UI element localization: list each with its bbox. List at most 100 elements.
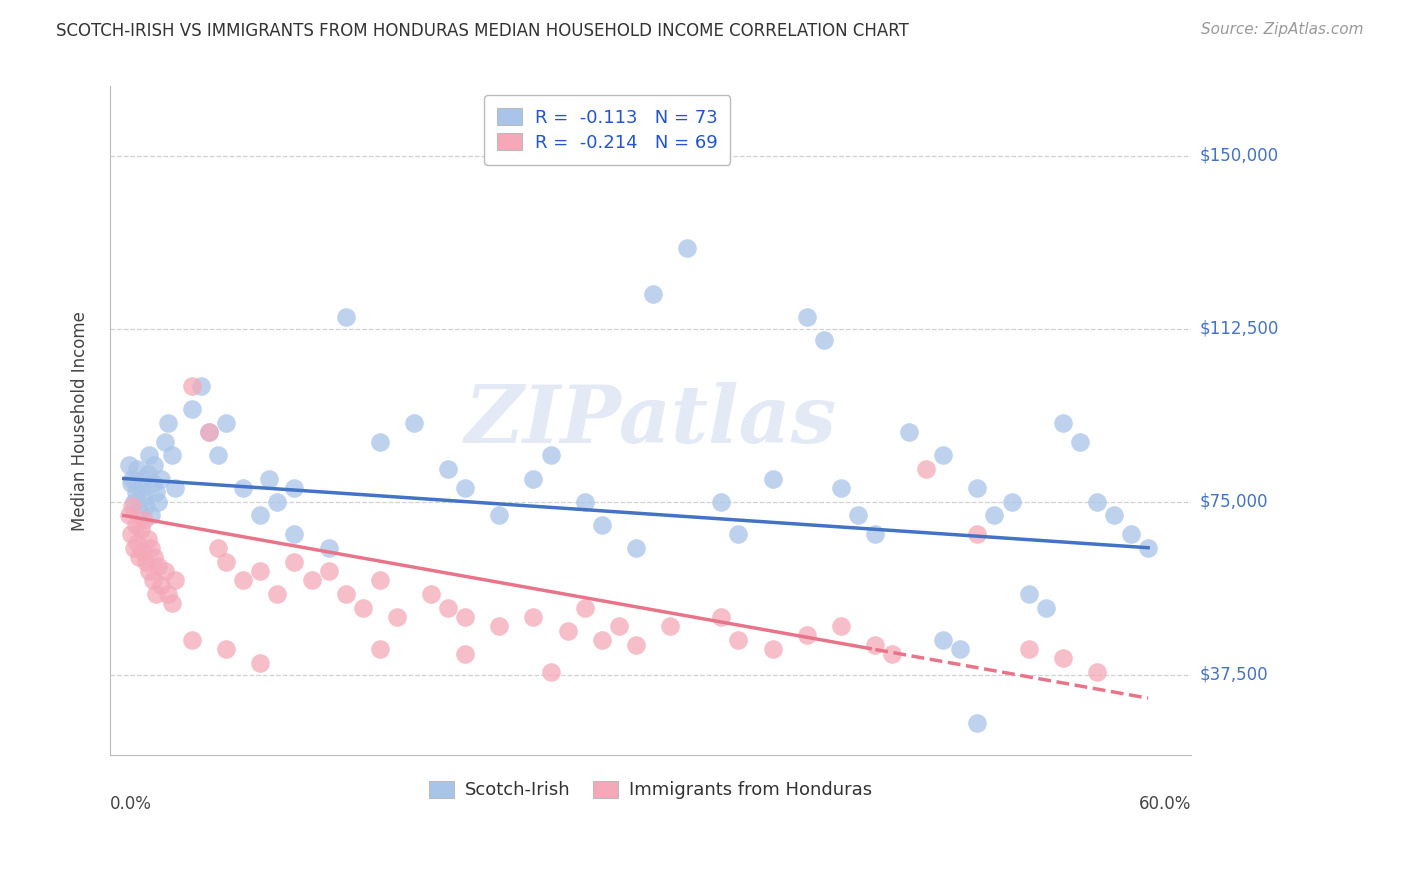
Text: $112,500: $112,500: [1199, 319, 1278, 337]
Point: [127, 462, 149, 476]
Point: [122, 494, 145, 508]
Point: [1102, 508, 1125, 523]
Point: [136, 467, 159, 481]
Point: [131, 471, 153, 485]
Point: [540, 449, 562, 463]
Point: [830, 481, 852, 495]
Point: [624, 638, 647, 652]
Point: [266, 587, 288, 601]
Point: [215, 555, 238, 569]
Point: [591, 632, 613, 647]
Point: [121, 499, 143, 513]
Point: [385, 610, 408, 624]
Point: [139, 541, 162, 555]
Point: [676, 241, 699, 255]
Point: [1069, 434, 1091, 449]
Point: [420, 587, 443, 601]
Point: [301, 573, 323, 587]
Point: [145, 587, 167, 601]
Point: [830, 619, 852, 633]
Point: [232, 481, 254, 495]
Point: [846, 508, 869, 523]
Point: [163, 481, 186, 495]
Point: [710, 610, 733, 624]
Point: [146, 559, 169, 574]
Point: [454, 647, 477, 661]
Point: [1052, 651, 1074, 665]
Legend: Scotch-Irish, Immigrants from Honduras: Scotch-Irish, Immigrants from Honduras: [422, 773, 879, 806]
Point: [121, 471, 143, 485]
Point: [949, 642, 972, 657]
Point: [129, 522, 152, 536]
Point: [157, 587, 180, 601]
Point: [1018, 587, 1040, 601]
Text: $150,000: $150,000: [1199, 146, 1278, 164]
Point: [181, 402, 204, 417]
Point: [352, 600, 374, 615]
Text: ZIPatlas: ZIPatlas: [464, 382, 837, 459]
Point: [318, 541, 340, 555]
Point: [122, 541, 145, 555]
Point: [1137, 541, 1160, 555]
Point: [135, 499, 157, 513]
Point: [1085, 665, 1108, 680]
Point: [283, 481, 305, 495]
Point: [120, 476, 142, 491]
Point: [368, 642, 391, 657]
Point: [190, 379, 212, 393]
Y-axis label: Median Household Income: Median Household Income: [72, 311, 89, 531]
Point: [522, 471, 544, 485]
Point: [335, 310, 357, 324]
Point: [1119, 527, 1142, 541]
Point: [813, 333, 835, 347]
Point: [118, 458, 141, 472]
Point: [142, 573, 165, 587]
Point: [125, 485, 148, 500]
Point: [1052, 416, 1074, 430]
Point: [966, 481, 988, 495]
Point: [761, 471, 783, 485]
Point: [880, 647, 903, 661]
Point: [160, 449, 183, 463]
Point: [120, 527, 142, 541]
Point: [966, 716, 988, 731]
Point: [983, 508, 1005, 523]
Point: [932, 449, 955, 463]
Text: $37,500: $37,500: [1199, 665, 1268, 683]
Point: [249, 564, 271, 578]
Point: [488, 619, 510, 633]
Point: [1085, 494, 1108, 508]
Text: $75,000: $75,000: [1199, 492, 1268, 510]
Point: [863, 527, 886, 541]
Point: [557, 624, 579, 638]
Point: [437, 462, 460, 476]
Point: [160, 596, 183, 610]
Point: [215, 642, 238, 657]
Text: 60.0%: 60.0%: [1139, 796, 1191, 814]
Point: [863, 638, 886, 652]
Point: [488, 508, 510, 523]
Point: [146, 494, 169, 508]
Point: [207, 449, 229, 463]
Point: [796, 310, 818, 324]
Point: [134, 490, 156, 504]
Point: [591, 517, 613, 532]
Point: [437, 600, 460, 615]
Point: [143, 549, 166, 564]
Point: [125, 517, 148, 532]
Point: [163, 573, 186, 587]
Point: [898, 425, 921, 440]
Point: [727, 527, 749, 541]
Point: [283, 555, 305, 569]
Text: Source: ZipAtlas.com: Source: ZipAtlas.com: [1201, 22, 1364, 37]
Point: [454, 481, 477, 495]
Point: [727, 632, 749, 647]
Point: [659, 619, 682, 633]
Point: [135, 555, 157, 569]
Point: [142, 476, 165, 491]
Point: [710, 148, 733, 162]
Point: [198, 425, 221, 440]
Point: [134, 513, 156, 527]
Point: [128, 504, 150, 518]
Point: [143, 458, 166, 472]
